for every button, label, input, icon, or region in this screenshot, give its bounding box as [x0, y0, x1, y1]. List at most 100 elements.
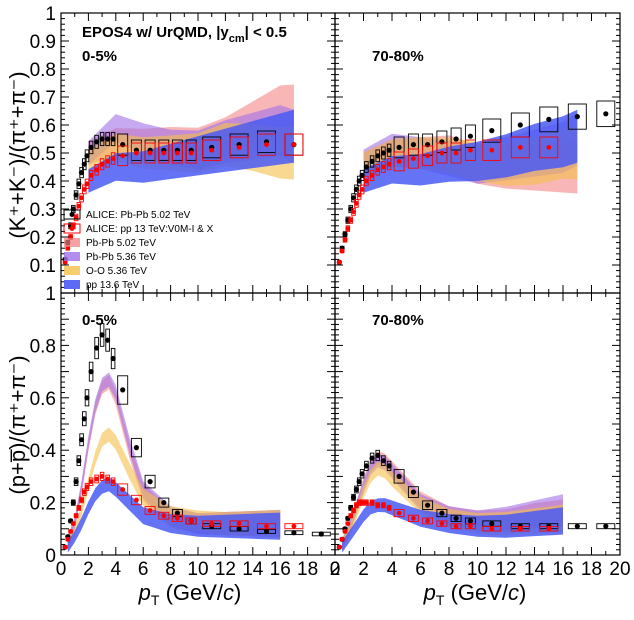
- ytick-label-1-2: 0.4: [30, 441, 57, 462]
- point-top-right-1-7: [356, 192, 362, 198]
- syst-box-top-right-1-17: [436, 142, 448, 164]
- point-top-right-0-14: [396, 144, 402, 150]
- point-top-right-0-7: [356, 178, 362, 184]
- xtick-label-1-0: 0: [330, 559, 341, 580]
- point-bottom-left-0-8: [84, 395, 90, 401]
- point-top-left-1-23: [291, 142, 297, 148]
- xtick-label-0-9: 18: [297, 559, 318, 580]
- point-top-left-0-12: [105, 136, 111, 142]
- point-bottom-left-1-7: [81, 489, 87, 495]
- point-bottom-left-0-14: [120, 387, 126, 393]
- point-bottom-left-1-12: [105, 476, 110, 482]
- point-bottom-right-1-1: [339, 536, 345, 542]
- point-top-left-1-11: [99, 161, 105, 167]
- syst-box-top-right-1-21: [510, 136, 530, 159]
- point-top-right-1-2: [342, 237, 348, 243]
- point-top-left-1-16: [147, 150, 153, 156]
- legend-swatch-alice-pbpb: [63, 209, 81, 220]
- syst-box-bottom-right-0-15: [407, 486, 419, 498]
- syst-box-top-right-0-14: [393, 136, 405, 159]
- point-bottom-left-1-16: [147, 508, 153, 513]
- point-top-left-1-13: [110, 156, 116, 162]
- point-top-left-0-11: [99, 136, 105, 142]
- legend-swatch-pbpb502: [64, 238, 80, 247]
- syst-box-bottom-right-0-14: [393, 469, 405, 484]
- legend-label-pbpb536: Pb-Pb 5.36 TeV: [86, 252, 156, 263]
- panel-label-bottom-left: 0-5%: [82, 312, 117, 329]
- point-bottom-left-0-7: [81, 416, 87, 422]
- point-top-right-0-11: [375, 153, 381, 159]
- point-bottom-left-1-13: [110, 479, 116, 484]
- point-bottom-right-0-12: [380, 458, 386, 464]
- syst-box-top-left-1-23: [284, 133, 304, 156]
- point-bottom-right-0-24: [603, 523, 609, 529]
- point-bottom-left-0-11: [99, 332, 105, 338]
- syst-box-top-right-0-19: [464, 124, 476, 148]
- syst-box-bottom-right-1-17: [436, 520, 448, 527]
- panel-label-bottom-right: 70-80%: [372, 312, 424, 329]
- panel-label-top-right: 70-80%: [372, 48, 424, 65]
- point-top-right-0-8: [359, 172, 365, 178]
- point-top-left-1-17: [161, 150, 167, 156]
- point-bottom-right-0-23: [574, 523, 580, 529]
- point-bottom-left-1-18: [175, 515, 180, 521]
- point-top-left-0-13: [110, 136, 116, 142]
- point-bottom-left-0-6: [78, 437, 85, 443]
- point-top-right-1-5: [351, 209, 356, 215]
- point-bottom-right-0-8: [359, 471, 365, 477]
- point-bottom-left-1-0: [62, 544, 68, 550]
- point-top-left-1-10: [94, 167, 99, 173]
- point-top-left-0-6: [78, 170, 85, 176]
- point-bottom-right-1-20: [489, 526, 495, 532]
- xtick-label-1-8: 16: [552, 559, 573, 580]
- point-top-right-1-13: [386, 161, 392, 167]
- panel-frames: [60, 12, 621, 556]
- point-top-right-1-18: [453, 150, 459, 156]
- point-bottom-left-1-21: [236, 521, 242, 526]
- point-bottom-left-0-12: [105, 337, 111, 343]
- series-top-right-alice-pp: [336, 136, 559, 265]
- point-bottom-right-1-15: [411, 515, 416, 521]
- xtick-label-0-10: 2: [330, 559, 341, 580]
- point-bottom-right-1-12: [381, 502, 386, 508]
- point-top-right-0-10: [369, 158, 375, 164]
- point-bottom-right-1-16: [425, 518, 430, 524]
- point-top-right-1-19: [468, 147, 473, 153]
- syst-box-top-right-0-23: [567, 103, 587, 130]
- point-bottom-left-1-4: [73, 513, 79, 519]
- xtick-label-0-7: 14: [242, 559, 264, 580]
- point-bottom-left-1-19: [188, 518, 194, 524]
- legend-label-alice-pp: ALICE: pp 13 TeV:V0M-I & X: [86, 224, 214, 235]
- ytick-label-0-4: 0.5: [30, 144, 56, 165]
- point-top-right-0-21: [517, 122, 523, 128]
- point-top-left-0-7: [81, 161, 87, 167]
- point-bottom-left-0-24: [318, 531, 324, 537]
- syst-box-top-left-1-19: [185, 142, 197, 164]
- point-bottom-right-1-2: [342, 529, 348, 534]
- xtick-label-1-2: 4: [387, 559, 398, 580]
- point-bottom-right-1-19: [468, 523, 473, 529]
- syst-box-top-left-1-17: [158, 142, 170, 164]
- syst-box-top-left-1-16: [144, 142, 156, 164]
- y-axis-title-bottom: (p+p̅)/(π⁺+π⁻): [5, 355, 30, 494]
- xtick-label-1-9: 18: [581, 559, 602, 580]
- point-top-left-1-8: [84, 181, 90, 187]
- syst-box-bottom-right-1-16: [422, 517, 434, 525]
- point-bottom-left-1-6: [79, 497, 84, 503]
- ytick-label-0-9: 1: [45, 4, 56, 25]
- xtick-label-0-5: 10: [187, 559, 208, 580]
- xtick-label-1-10: 20: [609, 559, 630, 580]
- point-bottom-right-1-18: [453, 523, 459, 529]
- point-bottom-right-0-9: [363, 463, 369, 469]
- legend-marker-alice-pp: [69, 226, 75, 231]
- point-bottom-right-1-3: [345, 521, 351, 526]
- legend-swatch-pbpb536: [64, 252, 80, 261]
- point-top-right-0-5: [350, 195, 357, 201]
- point-bottom-right-1-22: [546, 526, 552, 532]
- header-text: EPOS4 w/ UrQMD, |ycm| < 0.5: [82, 24, 287, 45]
- x-axis-title-right: pT (GeV/c): [423, 580, 527, 608]
- xtick-label-0-3: 6: [138, 559, 149, 580]
- point-bottom-left-1-15: [134, 497, 139, 503]
- point-bottom-right-0-7: [356, 479, 362, 485]
- y-axis-title-top: (K⁺+K⁻)/(π⁺+π⁻): [5, 71, 30, 238]
